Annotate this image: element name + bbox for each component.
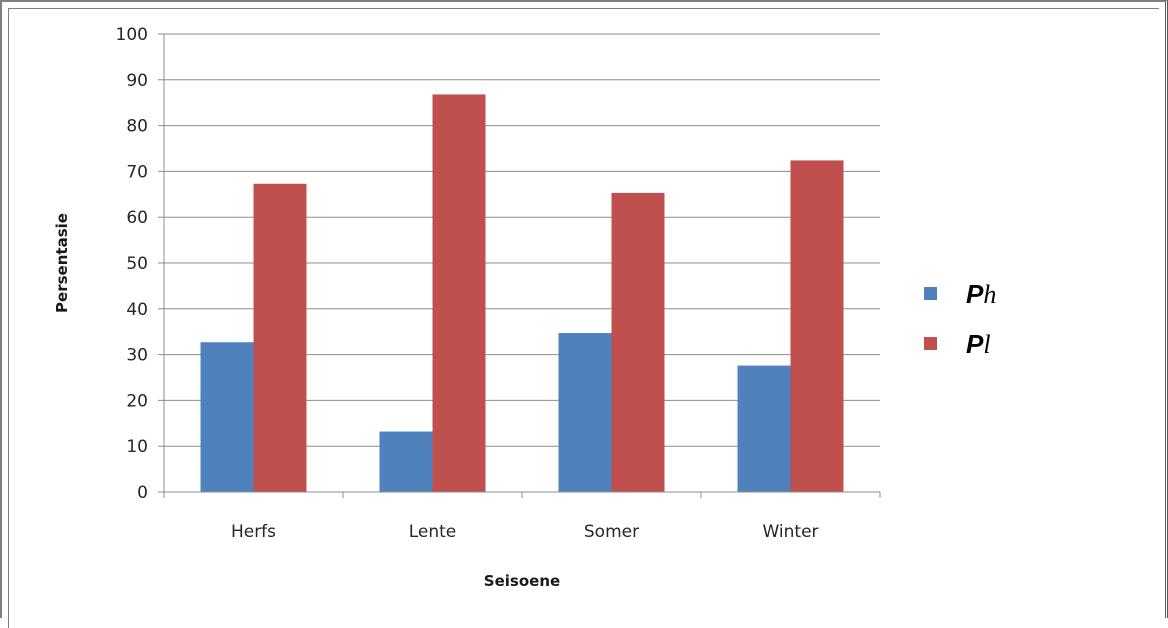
gridlines	[164, 33, 880, 447]
bars	[200, 94, 844, 493]
legend-swatch-Pl	[924, 337, 937, 350]
legend-label-Ph: Ph	[966, 279, 996, 309]
x-tick-label: Lente	[409, 522, 457, 542]
bar-Pl-Herfs	[253, 183, 307, 493]
x-tick-label: Herfs	[231, 522, 276, 542]
x-tick-label: Somer	[584, 522, 639, 542]
y-tick-label: 30	[126, 346, 148, 366]
legend-label-sub: l	[983, 330, 990, 359]
y-axis-title: Persentasie	[53, 213, 71, 313]
y-tick-label: 50	[126, 254, 148, 274]
legend-label-Pl: Pl	[966, 329, 991, 359]
x-tick-labels: Herfs Lente Somer Winter	[231, 522, 819, 542]
y-tick-label: 100	[116, 25, 148, 45]
y-tick-label: 40	[126, 300, 148, 320]
legend-label-main: P	[966, 329, 984, 359]
axes	[158, 33, 881, 498]
bar-Pl-Lente	[432, 94, 486, 493]
y-tick-labels: 0 10 20 30 40 50 60 70 80 90 100	[116, 25, 148, 503]
y-tick-label: 70	[126, 162, 148, 182]
y-tick-label: 90	[126, 71, 148, 91]
y-tick-label: 80	[126, 117, 148, 137]
bar-Pl-Winter	[790, 160, 844, 492]
y-tick-label: 60	[126, 208, 148, 228]
bar-Ph-Lente	[379, 431, 433, 492]
legend-label-sub: h	[983, 280, 996, 309]
legend-label-main: P	[966, 279, 984, 309]
bar-Pl-Somer	[611, 192, 665, 492]
y-tick-label: 20	[126, 391, 148, 411]
x-axis-title: Seisoene	[484, 572, 560, 590]
y-tick-label: 0	[137, 483, 148, 503]
bar-Ph-Winter	[737, 365, 791, 492]
y-tick-label: 10	[126, 437, 148, 457]
legend-swatch-Ph	[924, 287, 937, 300]
bar-Ph-Herfs	[200, 342, 254, 492]
bar-Ph-Somer	[558, 333, 612, 492]
x-tick-label: Winter	[762, 522, 818, 542]
